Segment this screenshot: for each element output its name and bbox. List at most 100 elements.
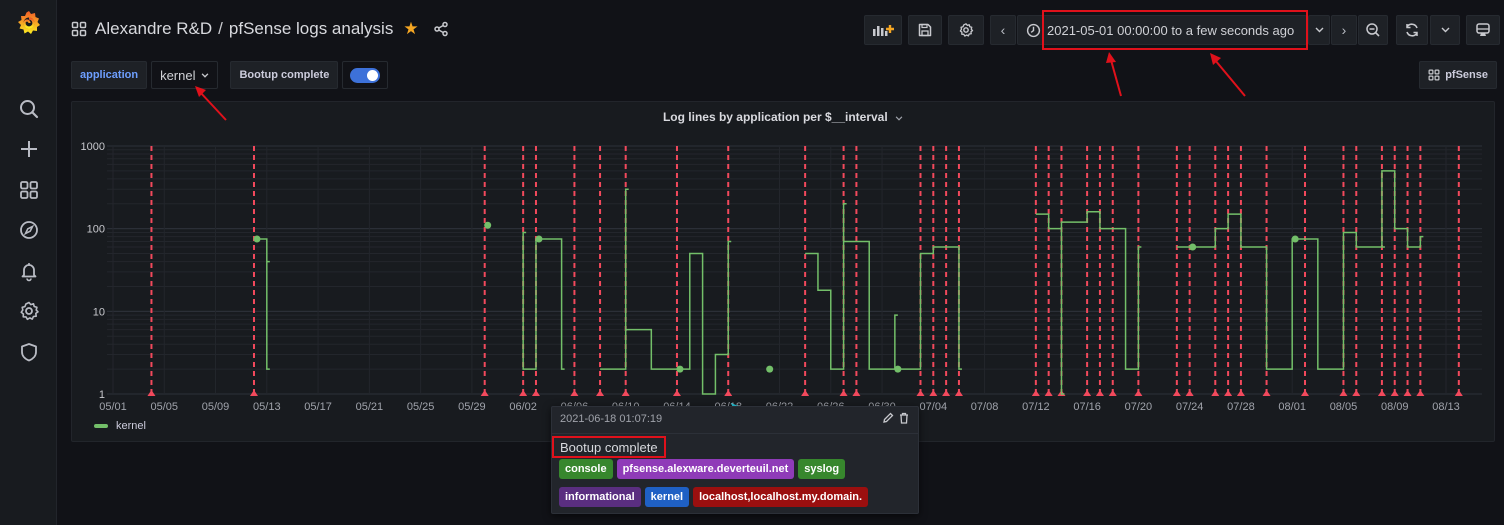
breadcrumb-folder[interactable]: Alexandre R&D <box>95 19 213 38</box>
annotation-marker-icon[interactable] <box>570 390 579 396</box>
annotation-marker-icon[interactable] <box>954 390 963 396</box>
annotation-marker-icon[interactable] <box>621 390 630 396</box>
save-dashboard-button[interactable] <box>908 15 942 45</box>
annotation-marker-icon[interactable] <box>1224 390 1233 396</box>
annotation-marker-icon[interactable] <box>916 390 925 396</box>
chart-area[interactable]: 05/01 05/05 05/09 05/13 05/17 05/21 05/25 05/29… <box>72 102 1496 443</box>
annotation-marker-icon[interactable] <box>852 390 861 396</box>
time-shift-back-button[interactable]: ‹ <box>990 15 1016 45</box>
annotation-marker-icon[interactable] <box>1236 390 1245 396</box>
legend: kernel <box>94 420 146 432</box>
annotation-marker-icon[interactable] <box>1403 390 1412 396</box>
annotation-marker-icon[interactable] <box>672 390 681 396</box>
tooltip-tags: console pfsense.alexware.deverteuil.net sy… <box>559 459 909 507</box>
compass-icon[interactable] <box>18 219 40 241</box>
annotation-marker-icon[interactable] <box>249 390 258 396</box>
chevron-down-icon <box>895 116 903 121</box>
annotation-marker-icon[interactable] <box>1390 390 1399 396</box>
variables-bar: application kernel Bootup complete <box>71 61 389 89</box>
add-panel-button[interactable] <box>864 15 902 45</box>
annotation-marker-icon[interactable] <box>1339 390 1348 396</box>
series-line-kernel <box>253 170 1424 395</box>
series-point <box>1291 235 1299 243</box>
annotation-marker-icon[interactable] <box>1083 390 1092 396</box>
time-range-picker[interactable]: 2021-05-01 00:00:00 to a few seconds ago <box>1017 15 1307 45</box>
annotation-marker-icon[interactable] <box>1185 390 1194 396</box>
annotation-marker-icon[interactable] <box>531 390 540 396</box>
annotation-marker-icon[interactable] <box>929 390 938 396</box>
annotation-marker-icon[interactable] <box>1134 390 1143 396</box>
x-tick-label: 05/13 <box>253 401 281 413</box>
variable-application-value: kernel <box>160 67 196 83</box>
x-tick-label: 05/21 <box>356 401 384 413</box>
x-tick-label: 05/09 <box>202 401 230 413</box>
search-icon[interactable] <box>18 98 40 120</box>
bell-icon[interactable] <box>18 260 40 282</box>
toggle-switch[interactable] <box>350 67 381 83</box>
annotation-marker-icon[interactable] <box>1108 390 1117 396</box>
clock-icon <box>1026 23 1041 37</box>
share-icon[interactable] <box>433 21 449 37</box>
annotation-marker-icon[interactable] <box>1301 390 1310 396</box>
star-icon[interactable]: ★ <box>403 19 419 38</box>
annotation-marker-icon[interactable] <box>1211 390 1220 396</box>
dashboard-settings-button[interactable] <box>948 15 984 45</box>
pencil-icon[interactable] <box>882 412 894 424</box>
series-point <box>1189 243 1197 251</box>
annotation-marker-icon[interactable] <box>1031 390 1040 396</box>
x-tick-label: 05/01 <box>99 401 127 413</box>
legend-item-kernel[interactable]: kernel <box>116 420 146 432</box>
x-tick-label: 07/16 <box>1073 401 1101 413</box>
tag-badge[interactable]: localhost,localhost.my.domain. <box>693 487 869 507</box>
monitor-icon <box>1476 23 1490 36</box>
grafana-logo-icon[interactable] <box>16 10 42 36</box>
annotation-marker-icon[interactable] <box>1172 390 1181 396</box>
annotation-marker-icon[interactable] <box>724 390 733 396</box>
gear-icon <box>959 23 974 37</box>
tag-badge[interactable]: console <box>559 459 613 479</box>
shield-icon[interactable] <box>18 341 40 363</box>
tag-badge[interactable]: syslog <box>798 459 846 479</box>
sidebar <box>0 0 57 525</box>
annotation-marker-icon[interactable] <box>147 390 156 396</box>
annotation-toggle[interactable] <box>342 61 389 89</box>
tag-badge[interactable]: informational <box>559 487 641 507</box>
graph-panel: Log lines by application per $__interval… <box>71 101 1495 442</box>
annotation-marker-icon[interactable] <box>1454 390 1463 396</box>
trash-icon[interactable] <box>898 412 910 424</box>
zoom-out-button[interactable] <box>1358 15 1388 45</box>
page-title[interactable]: pfSense logs analysis <box>228 19 394 38</box>
annotation-marker-icon[interactable] <box>596 390 605 396</box>
annotation-marker-icon[interactable] <box>1095 390 1104 396</box>
annotation-marker-icon[interactable] <box>942 390 951 396</box>
refresh-button[interactable] <box>1396 15 1428 45</box>
annotation-marker-icon[interactable] <box>1352 390 1361 396</box>
gear-icon[interactable] <box>18 300 40 322</box>
x-tick-label: 07/28 <box>1227 401 1255 413</box>
tag-badge[interactable]: kernel <box>644 487 690 507</box>
annotation-marker-icon[interactable] <box>1044 390 1053 396</box>
annotation-toggle-label: Bootup complete <box>230 61 339 89</box>
chevron-down-icon <box>202 72 209 78</box>
time-range-dropdown-button[interactable] <box>1308 15 1330 45</box>
series-point <box>894 365 902 373</box>
annotation-marker-icon[interactable] <box>1377 390 1386 396</box>
annotation-marker-icon[interactable] <box>519 390 528 396</box>
annotation-marker-icon[interactable] <box>839 390 848 396</box>
annotation-marker-icon[interactable] <box>1416 390 1425 396</box>
dashboard-link-pfsense[interactable]: pfSense <box>1419 61 1497 89</box>
annotation-marker-icon[interactable] <box>801 390 810 396</box>
variable-application-select[interactable]: kernel <box>151 61 219 89</box>
tv-mode-button[interactable] <box>1466 15 1500 45</box>
annotation-marker-icon[interactable] <box>480 390 489 396</box>
annotation-marker-icon[interactable] <box>1262 390 1271 396</box>
legend-swatch-kernel <box>94 424 108 428</box>
time-shift-forward-button[interactable]: › <box>1331 15 1357 45</box>
refresh-interval-dropdown[interactable] <box>1430 15 1460 45</box>
tooltip-annotation-text: Bootup complete <box>552 436 666 458</box>
panel-title[interactable]: Log lines by application per $__interval <box>72 110 1494 124</box>
dashboards-grid-icon[interactable] <box>18 179 40 201</box>
tag-badge[interactable]: pfsense.alexware.deverteuil.net <box>616 459 795 479</box>
plus-icon[interactable] <box>18 138 40 160</box>
x-tick-label: 05/29 <box>458 401 486 413</box>
